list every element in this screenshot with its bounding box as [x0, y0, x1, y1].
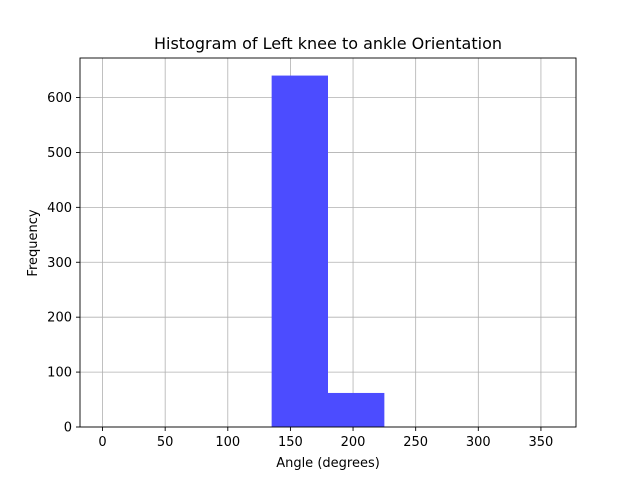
y-tick-label: 200 [47, 311, 72, 326]
x-axis-ticks: 0 50 100 150 200 250 300 350 [98, 427, 553, 450]
y-tick-label: 400 [47, 201, 72, 216]
x-tick-label: 50 [157, 435, 174, 450]
y-axis-label: Frequency [26, 209, 41, 276]
x-tick-label: 200 [341, 435, 366, 450]
x-tick-label: 100 [215, 435, 240, 450]
histogram-bar [328, 392, 385, 427]
bars [271, 75, 385, 428]
x-axis-label: Angle (degrees) [276, 456, 380, 471]
x-tick-label: 350 [529, 435, 554, 450]
x-tick-label: 250 [403, 435, 428, 450]
y-axis-ticks: 0 100 200 300 400 500 600 [47, 91, 80, 436]
histogram-bar [271, 75, 328, 428]
chart-title: Histogram of Left knee to ankle Orientat… [154, 34, 502, 53]
y-tick-label: 600 [47, 91, 72, 106]
y-tick-label: 100 [47, 366, 72, 381]
x-tick-label: 300 [466, 435, 491, 450]
x-tick-label: 0 [98, 435, 106, 450]
x-tick-label: 150 [278, 435, 303, 450]
plot-frame [79, 57, 577, 428]
y-tick-label: 500 [47, 146, 72, 161]
y-tick-label: 0 [64, 421, 72, 436]
y-tick-label: 300 [47, 256, 72, 271]
